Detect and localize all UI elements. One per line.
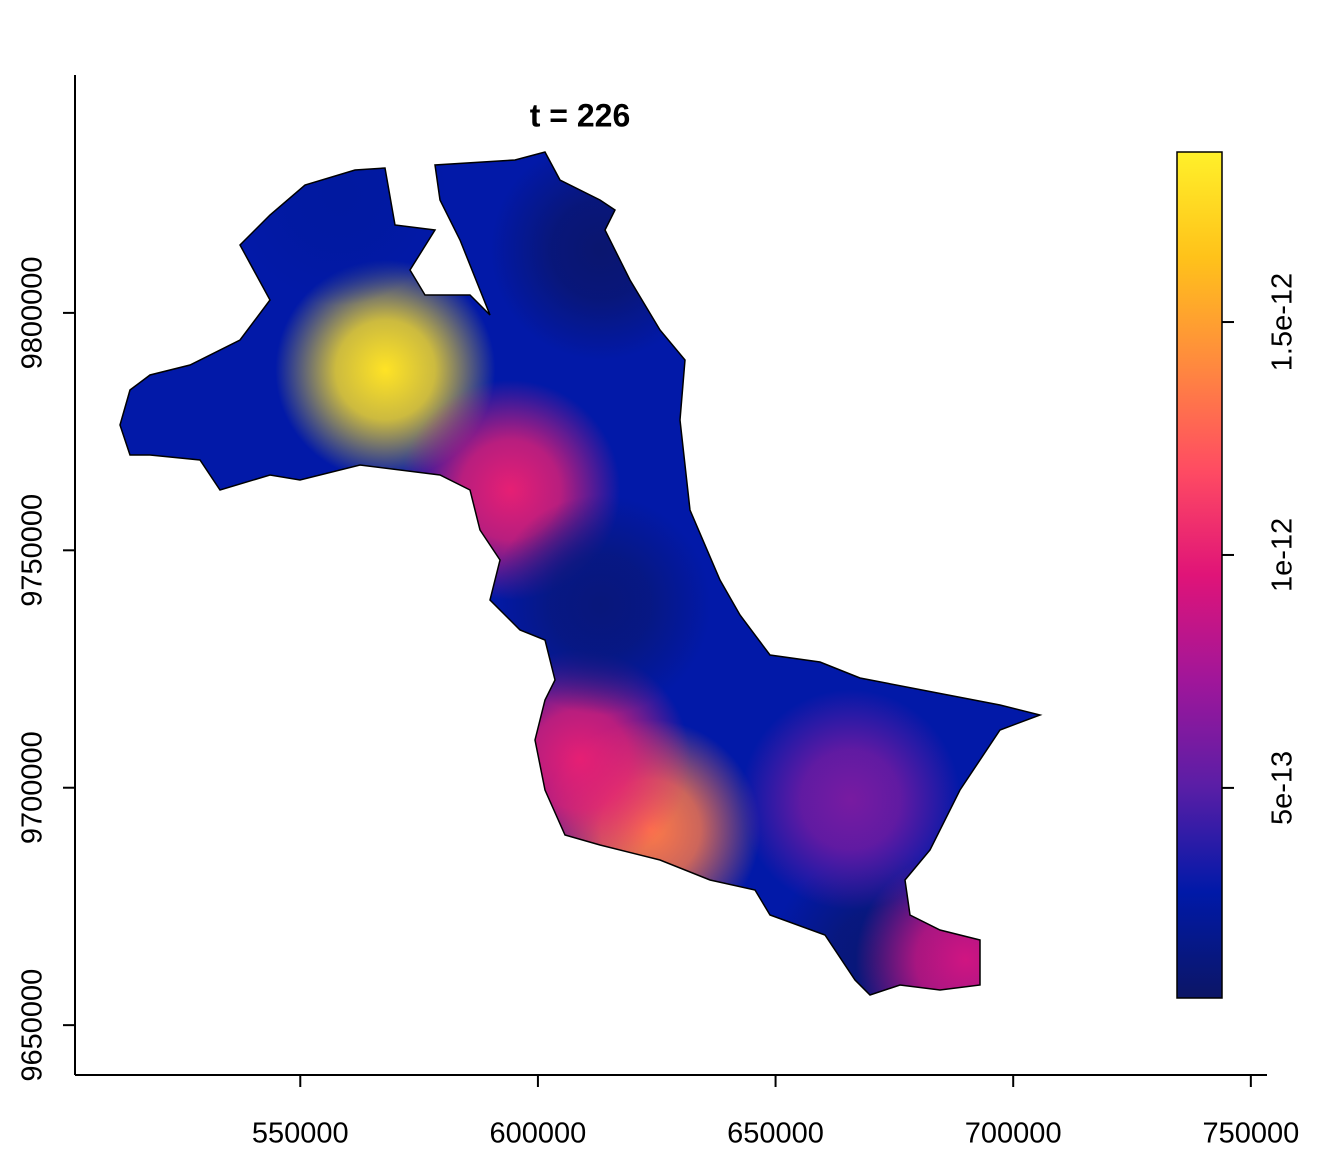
hotspot: [230, 152, 451, 306]
y-tick-label: 9800000: [17, 256, 49, 369]
chart-title: t = 226: [530, 97, 631, 133]
x-tick-label: 600000: [490, 1118, 587, 1150]
colorbar-tick-label: 1.5e-12: [1267, 273, 1299, 371]
x-tick-label: 550000: [252, 1118, 349, 1150]
y-tick-label: 9700000: [17, 731, 49, 844]
hotspot: [490, 152, 711, 360]
x-tick-label: 650000: [727, 1118, 824, 1150]
raster-map: [120, 152, 1040, 995]
colorbar-tick-label: 5e-13: [1267, 751, 1299, 825]
y-tick-label: 9750000: [17, 494, 49, 607]
colorbar-tick-label: 1e-12: [1267, 518, 1299, 592]
y-tick-label: 9650000: [17, 969, 49, 1082]
hotspot: [740, 689, 961, 910]
colorbar: [1176, 151, 1223, 999]
hotspot: [490, 494, 711, 715]
coastline: [119, 151, 1043, 996]
x-tick-label: 700000: [965, 1118, 1062, 1150]
x-tick-label: 750000: [1202, 1118, 1299, 1150]
